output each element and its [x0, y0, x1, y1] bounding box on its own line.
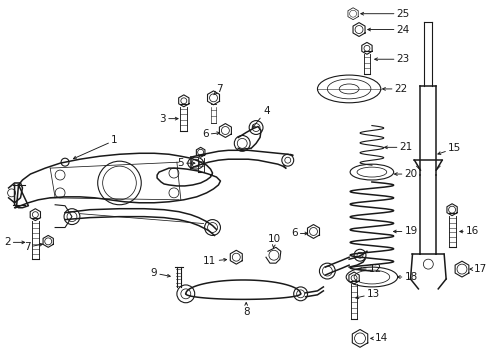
- Text: 17: 17: [469, 264, 486, 274]
- Text: 13: 13: [355, 289, 380, 299]
- Text: 18: 18: [397, 272, 417, 282]
- Text: 1: 1: [73, 135, 118, 159]
- Text: 6: 6: [202, 130, 219, 139]
- Text: 6: 6: [290, 229, 307, 238]
- Text: 3: 3: [159, 114, 178, 123]
- Text: 20: 20: [394, 169, 417, 179]
- Text: 10: 10: [267, 234, 281, 248]
- Text: 15: 15: [437, 143, 461, 154]
- Text: 21: 21: [384, 142, 412, 152]
- Text: 2: 2: [4, 237, 24, 247]
- Text: 19: 19: [393, 226, 417, 237]
- Text: 22: 22: [382, 84, 407, 94]
- Text: 7: 7: [24, 242, 42, 252]
- Text: 7: 7: [213, 84, 223, 95]
- Text: 5: 5: [177, 158, 195, 168]
- Text: 25: 25: [360, 9, 409, 19]
- Text: 16: 16: [459, 226, 478, 237]
- Text: 9: 9: [150, 268, 170, 278]
- Text: 8: 8: [243, 302, 249, 317]
- Text: 11: 11: [203, 256, 226, 266]
- Text: 14: 14: [370, 333, 387, 343]
- Text: 4: 4: [252, 106, 269, 127]
- Text: 23: 23: [374, 54, 409, 64]
- Text: 24: 24: [367, 24, 409, 35]
- Text: 12: 12: [358, 264, 382, 274]
